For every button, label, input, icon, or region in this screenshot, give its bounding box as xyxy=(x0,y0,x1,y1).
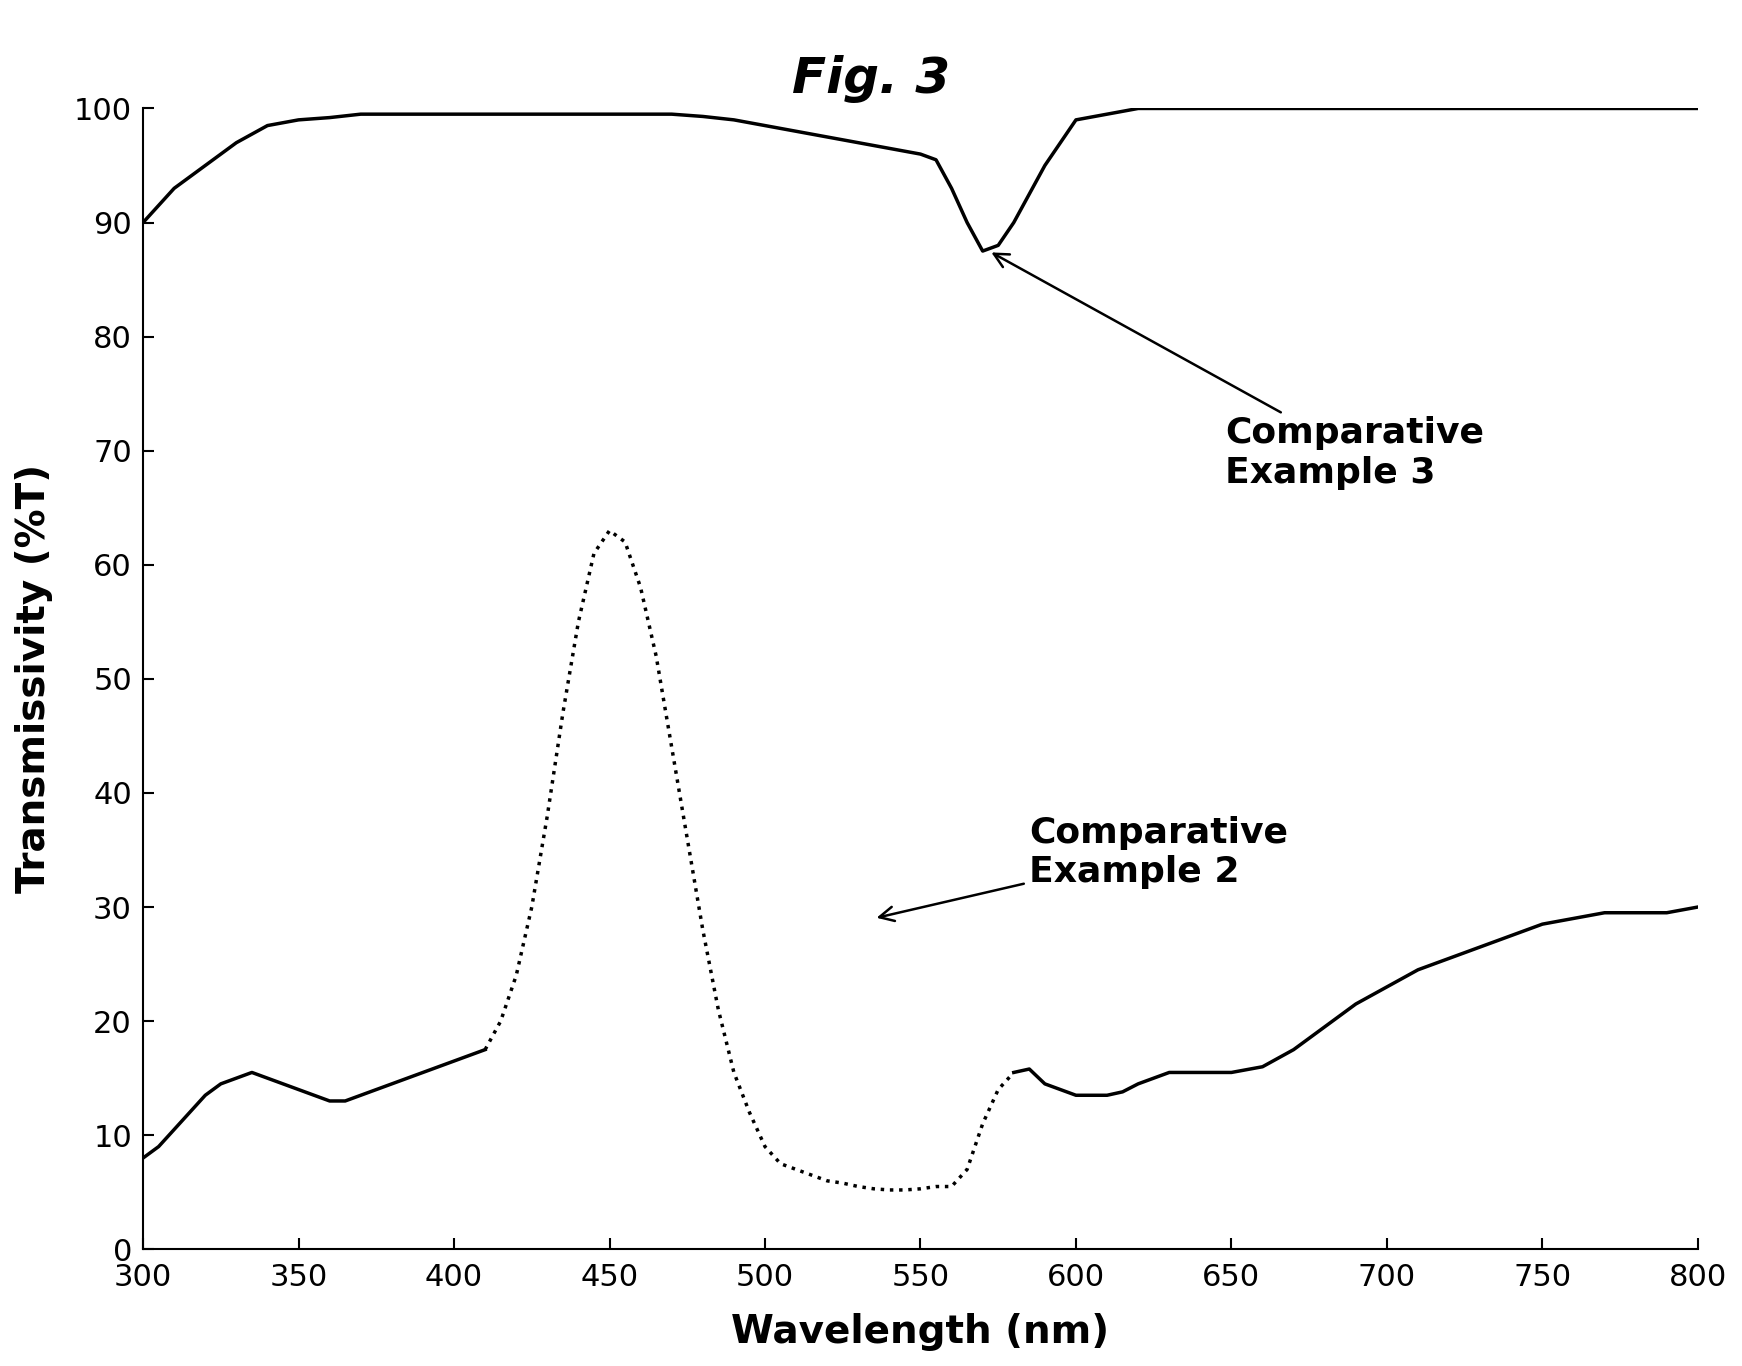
Text: Comparative
Example 2: Comparative Example 2 xyxy=(880,816,1289,921)
Text: Fig. 3: Fig. 3 xyxy=(793,55,949,102)
Y-axis label: Transmissivity (%T): Transmissivity (%T) xyxy=(16,464,52,893)
X-axis label: Wavelength (nm): Wavelength (nm) xyxy=(732,1313,1110,1351)
Text: Comparative
Example 3: Comparative Example 3 xyxy=(993,254,1484,490)
